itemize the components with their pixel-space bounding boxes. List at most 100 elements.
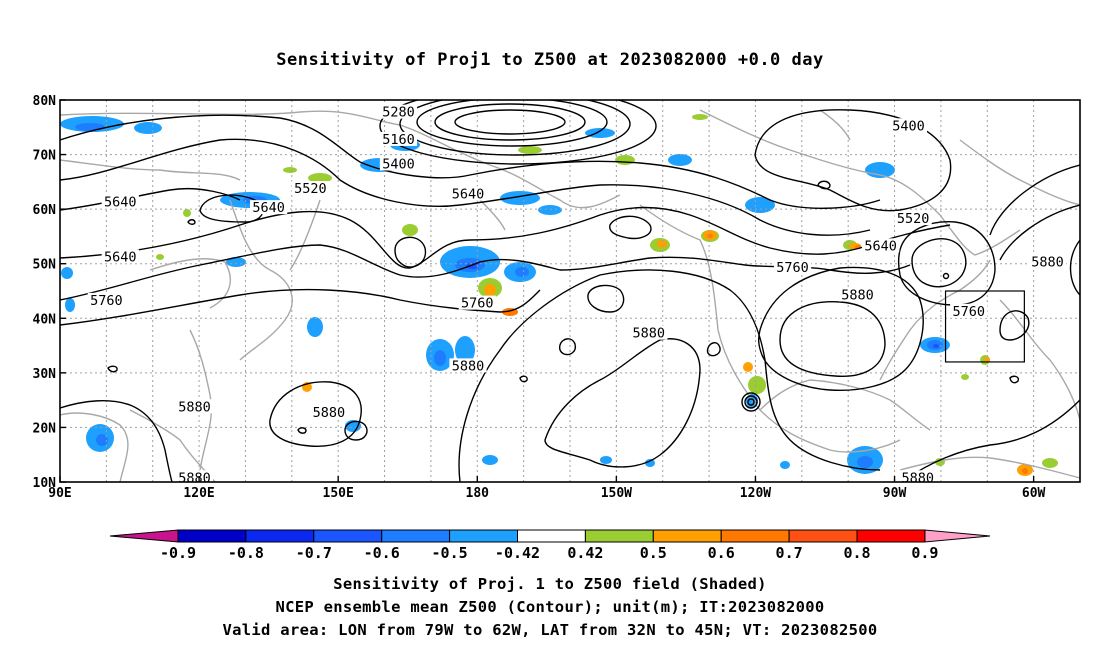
colorbar-label: 0.9 (911, 544, 938, 562)
contour-label-bg (379, 131, 418, 146)
colorbar-label: 0.8 (843, 544, 870, 562)
longitude-axis: 90E 120E 150E 180 150W 120W 90W 60W (48, 476, 1046, 501)
colorbar-swatch (856, 529, 926, 543)
contour-label: 5760 (461, 296, 494, 312)
colorbar: -0.9 -0.8 -0.7 -0.6 -0.5 -0.42 0.42 0.5 0.6 0.7 0.… (109, 529, 991, 562)
contour-label: 5520 (897, 211, 930, 227)
colorbar-swatch (517, 529, 586, 543)
coastlines (60, 109, 1080, 482)
lon-tick-label: 90E (48, 486, 71, 501)
colorbar-swatch (313, 529, 383, 543)
contour-label-bg (379, 104, 418, 119)
colorbar-label: -0.7 (296, 544, 332, 562)
contour-label-bg (862, 238, 900, 253)
colorbar-swatch (245, 529, 315, 543)
figure-title: Sensitivity of Proj1 to Z500 at 20230820… (276, 50, 824, 70)
contour-label-bg (250, 200, 288, 215)
lon-tick-label: 180 (466, 486, 490, 501)
lat-lon-grid (60, 100, 1080, 482)
lat-tick-label: 80N (33, 94, 57, 109)
lon-tick-label: 120E (183, 486, 214, 501)
contour-label: 5880 (633, 326, 666, 342)
contour-label-bg (101, 249, 139, 264)
lat-tick-label: 40N (33, 312, 57, 327)
lat-tick-label: 70N (33, 149, 57, 164)
contour-label: 5880 (313, 405, 346, 421)
colorbar-label: 0.6 (708, 544, 735, 562)
contour-label: 5760 (952, 304, 985, 320)
contour-label-bg (87, 292, 125, 307)
contour-label: 5160 (382, 132, 415, 148)
contour-label-bg (175, 399, 214, 414)
sensitivity-shading (60, 114, 1058, 476)
colorbar-swatch (788, 529, 858, 543)
contour-label: 5400 (892, 118, 925, 134)
contour-label-bg (101, 194, 139, 209)
lat-tick-label: 60N (33, 203, 57, 218)
lon-tick-label: 90W (883, 486, 907, 501)
contour-label-bg (449, 186, 487, 201)
contour-label-bg (310, 404, 348, 419)
contour-label-bg (291, 181, 329, 196)
contour-label-bg (1028, 254, 1067, 269)
contour-label: 5760 (90, 293, 123, 309)
colorbar-low-extend (109, 529, 179, 543)
contour-label: 5880 (841, 287, 874, 303)
contour-label: 5640 (864, 238, 897, 254)
caption-contour: NCEP ensemble mean Z500 (Contour); unit(… (275, 598, 825, 616)
colorbar-label: -0.8 (228, 544, 264, 562)
contour-label: 5880 (178, 470, 211, 486)
contour-label-bg (838, 287, 877, 302)
lat-tick-label: 10N (33, 476, 57, 491)
colorbar-label: 0.5 (640, 544, 667, 562)
colorbar-label: -0.5 (432, 544, 468, 562)
colorbar-swatch (449, 529, 519, 543)
z500-contours (60, 100, 1080, 482)
contour-label-bg (175, 470, 214, 485)
contour-label-bg (379, 156, 418, 171)
lon-tick-label: 120W (740, 486, 771, 501)
colorbar-label: -0.9 (160, 544, 196, 562)
colorbar-swatch (177, 529, 247, 543)
contour-label: 5760 (776, 260, 809, 276)
contour-label: 5640 (452, 187, 485, 203)
contour-label-bg (449, 358, 487, 373)
colorbar-label: -0.42 (495, 544, 540, 562)
lat-tick-label: 50N (33, 258, 57, 273)
lon-tick-label: 150W (601, 486, 632, 501)
colorbar-label: -0.6 (364, 544, 400, 562)
contour-label-bg (899, 470, 937, 485)
colorbar-swatch (652, 529, 722, 543)
map-frame (59, 99, 1081, 483)
lon-tick-label: 150E (323, 486, 354, 501)
latitude-axis: 80N 70N 60N 50N 40N 30N 20N 10N (33, 94, 66, 491)
contour-label: 5280 (382, 105, 415, 121)
contour-label: 5880 (452, 358, 485, 374)
contour-label-bg (894, 211, 932, 226)
contour-label: 5520 (294, 181, 327, 197)
colorbar-swatch (584, 529, 654, 543)
contour-label-bg (458, 295, 496, 310)
colorbar-label: 0.7 (776, 544, 803, 562)
caption-shading: Sensitivity of Proj. 1 to Z500 field (Sh… (333, 575, 767, 593)
colorbar-swatch (381, 529, 451, 543)
valid-area-box (944, 290, 1025, 363)
contour-label-bg (950, 303, 988, 318)
colorbar-swatch (720, 529, 790, 543)
contour-label: 5880 (1031, 255, 1064, 271)
colorbar-label: 0.42 (567, 544, 603, 562)
contour-label: 5880 (901, 470, 934, 486)
contour-label-bg (773, 260, 812, 275)
contour-label-bg (630, 325, 668, 340)
lon-tick-label: 60W (1022, 486, 1046, 501)
contour-label: 5400 (382, 156, 415, 172)
lat-tick-label: 30N (33, 367, 57, 382)
contour-label: 5640 (104, 249, 137, 265)
caption-valid-area: Valid area: LON from 79W to 62W, LAT fro… (222, 621, 878, 639)
lat-tick-label: 20N (33, 421, 57, 436)
contour-label: 5880 (178, 399, 211, 415)
contour-label-bg (889, 118, 928, 133)
colorbar-high-extend (924, 529, 991, 543)
